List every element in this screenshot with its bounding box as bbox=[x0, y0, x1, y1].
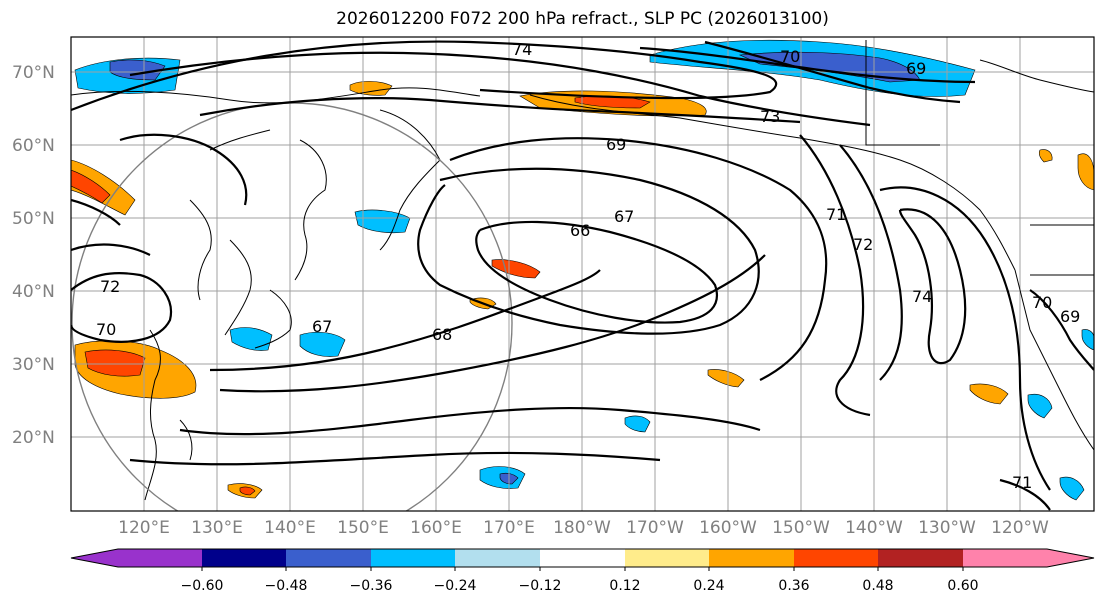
colorbar-segment bbox=[625, 549, 710, 567]
lon-label: 120°W bbox=[991, 518, 1049, 538]
contour-label: 70 bbox=[780, 47, 800, 66]
colorbar-tick-label: −0.60 bbox=[181, 578, 224, 594]
colorbar-tick-label: −0.36 bbox=[350, 578, 393, 594]
contour-label: 70 bbox=[96, 320, 116, 339]
colorbar-tick-label: 0.24 bbox=[693, 578, 724, 594]
lat-label: 40°N bbox=[12, 282, 55, 302]
graticule bbox=[71, 37, 1094, 511]
longitude-labels: 120°E 130°E 140°E 150°E 160°E 170°E 180°… bbox=[118, 518, 1049, 538]
lon-label: 180°W bbox=[553, 518, 611, 538]
colorbar-segment bbox=[371, 549, 456, 567]
lon-label: 140°E bbox=[264, 518, 316, 538]
lon-label: 130°E bbox=[191, 518, 243, 538]
contour-label: 73 bbox=[760, 107, 780, 126]
lon-label: 160°W bbox=[699, 518, 757, 538]
colorbar-tick-label: −0.48 bbox=[265, 578, 308, 594]
colorbar-tick-label: 0.48 bbox=[862, 578, 893, 594]
contour-label: 69 bbox=[1060, 307, 1080, 326]
map-title: 2026012200 F072 200 hPa refract., SLP PC… bbox=[336, 9, 829, 29]
lat-label: 50°N bbox=[12, 209, 55, 229]
colorbar-segment bbox=[71, 549, 202, 567]
colorbar-segment bbox=[794, 549, 879, 567]
contour-label: 69 bbox=[906, 59, 926, 78]
colorbar-tick-label: −0.12 bbox=[519, 578, 562, 594]
contour-lines bbox=[71, 40, 1094, 511]
contour-label: 68 bbox=[432, 325, 452, 344]
colorbar bbox=[70, 548, 1095, 571]
lon-label: 150°W bbox=[772, 518, 830, 538]
contour-label: 69 bbox=[606, 135, 626, 154]
lon-label: 140°W bbox=[845, 518, 903, 538]
lon-label: 160°E bbox=[410, 518, 462, 538]
lat-label: 20°N bbox=[12, 428, 55, 448]
colorbar-tick-label: 0.36 bbox=[778, 578, 809, 594]
lat-label: 70°N bbox=[12, 63, 55, 83]
refractivity-shading bbox=[71, 39, 1094, 501]
lon-label: 120°E bbox=[118, 518, 170, 538]
contour-label: 67 bbox=[312, 317, 332, 336]
colorbar-tick-label: 0.60 bbox=[947, 578, 978, 594]
colorbar-tick-label: −0.24 bbox=[434, 578, 477, 594]
contour-label: 74 bbox=[512, 40, 532, 59]
colorbar-segment bbox=[286, 549, 372, 567]
colorbar-segment bbox=[540, 549, 626, 567]
contour-label: 66 bbox=[570, 221, 590, 240]
colorbar-segment bbox=[878, 549, 964, 567]
colorbar-outline bbox=[70, 548, 1095, 568]
latitude-labels: 70°N 60°N 50°N 40°N 30°N 20°N bbox=[12, 63, 55, 448]
lon-label: 130°W bbox=[918, 518, 976, 538]
colorbar-segment bbox=[963, 549, 1094, 567]
lat-label: 30°N bbox=[12, 355, 55, 375]
lat-label: 60°N bbox=[12, 136, 55, 156]
contour-label: 71 bbox=[1012, 473, 1032, 492]
colorbar-segment bbox=[709, 549, 795, 567]
lon-label: 150°E bbox=[337, 518, 389, 538]
contour-labels: 74 73 70 69 69 67 66 68 67 71 72 74 70 7… bbox=[96, 40, 1080, 492]
contour-label: 72 bbox=[853, 235, 873, 254]
contour-label: 74 bbox=[912, 287, 932, 306]
contour-label: 71 bbox=[826, 205, 846, 224]
contour-label: 67 bbox=[614, 207, 634, 226]
map-border bbox=[70, 36, 1095, 512]
colorbar-segment bbox=[202, 549, 287, 567]
contour-label: 70 bbox=[1032, 293, 1052, 312]
colorbar-ticks: −0.60 −0.48 −0.36 −0.24 −0.12 0.12 0.24 … bbox=[181, 578, 979, 594]
colorbar-tick-label: 0.12 bbox=[609, 578, 640, 594]
lon-label: 170°W bbox=[626, 518, 684, 538]
lon-label: 170°E bbox=[483, 518, 535, 538]
colorbar-segment bbox=[455, 549, 541, 567]
contour-label: 72 bbox=[100, 277, 120, 296]
